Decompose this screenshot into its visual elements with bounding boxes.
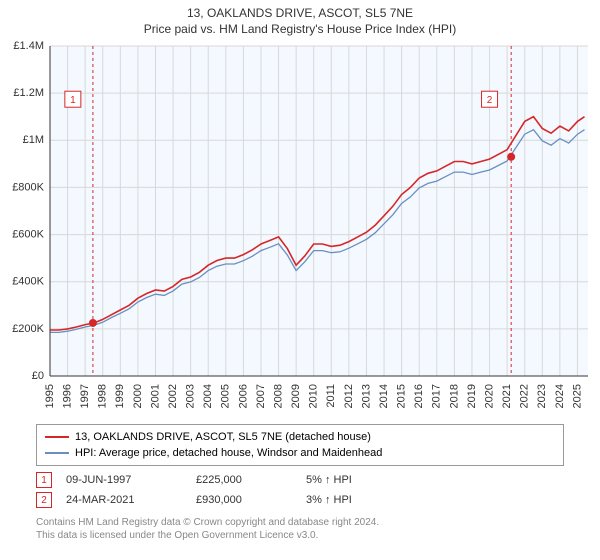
sale-label-2: 2 [487,95,493,106]
sale-hpi-delta: 3% ↑ HPI [306,494,416,506]
sale-marker-badge: 1 [36,472,52,488]
sale-row: 1 09-JUN-1997£225,0005% ↑ HPI [36,470,564,490]
sales-table: 1 09-JUN-1997£225,0005% ↑ HPI 2 24-MAR-2021… [36,470,564,510]
ytick-label: £400K [12,276,44,288]
legend-label: HPI: Average price, detached house, Wind… [75,445,382,461]
xtick-label: 2002 [167,384,179,408]
xtick-label: 2011 [325,384,337,408]
xtick-label: 1998 [97,384,109,408]
sale-label-1: 1 [70,95,76,106]
xtick-label: 1999 [114,384,126,408]
sale-hpi-delta: 5% ↑ HPI [306,474,416,486]
xtick-label: 2025 [571,384,583,408]
xtick-label: 2017 [431,384,443,408]
xtick-label: 2018 [448,384,460,408]
ytick-label: £1.4M [13,40,44,52]
xtick-label: 2001 [149,384,161,408]
sale-price: £225,000 [196,474,306,486]
ytick-label: £1M [23,134,44,146]
xtick-label: 2010 [308,384,320,408]
xtick-label: 2007 [255,384,267,408]
xtick-label: 2000 [132,384,144,408]
xtick-label: 2008 [272,384,284,408]
sale-marker-1 [89,319,97,327]
sale-price: £930,000 [196,494,306,506]
ytick-label: £600K [12,228,44,240]
xtick-label: 1995 [44,384,56,408]
ytick-label: £800K [12,181,44,193]
chart-plot: £0 £200K £400K £600K £800K £1M £1.2M £1.4M 1995 1… [0,40,600,420]
attribution-line1: Contains HM Land Registry data © Crown c… [36,516,564,529]
legend-item: 13, OAKLANDS DRIVE, ASCOT, SL5 7NE (deta… [45,429,555,445]
sale-marker-2 [507,153,515,161]
ytick-label: £0 [32,370,44,382]
chart-title: 13, OAKLANDS DRIVE, ASCOT, SL5 7NE [0,0,600,20]
legend-item: HPI: Average price, detached house, Wind… [45,445,555,461]
sale-row: 2 24-MAR-2021£930,0003% ↑ HPI [36,490,564,510]
legend-label: 13, OAKLANDS DRIVE, ASCOT, SL5 7NE (deta… [75,429,371,445]
xtick-label: 1996 [61,384,73,408]
xtick-label: 2023 [536,384,548,408]
ytick-label: £1.2M [13,87,44,99]
xtick-label: 2022 [519,384,531,408]
xtick-label: 2019 [466,384,478,408]
legend: 13, OAKLANDS DRIVE, ASCOT, SL5 7NE (deta… [36,424,564,466]
sale-date: 09-JUN-1997 [66,474,196,486]
attribution: Contains HM Land Registry data © Crown c… [36,516,564,542]
xtick-label: 2012 [343,384,355,408]
xtick-label: 2004 [202,384,214,408]
xtick-label: 1997 [79,384,91,408]
chart-container: 13, OAKLANDS DRIVE, ASCOT, SL5 7NE Price… [0,0,600,560]
sale-marker-badge: 2 [36,492,52,508]
xtick-label: 2021 [501,384,513,408]
xtick-label: 2020 [483,384,495,408]
xtick-label: 2005 [220,384,232,408]
attribution-line2: This data is licensed under the Open Gov… [36,529,564,542]
xtick-label: 2024 [554,384,566,408]
xtick-label: 2016 [413,384,425,408]
xtick-label: 2013 [360,384,372,408]
chart-subtitle: Price paid vs. HM Land Registry's House … [0,20,600,40]
xtick-label: 2015 [396,384,408,408]
xtick-label: 2009 [290,384,302,408]
ytick-label: £200K [12,323,44,335]
xtick-label: 2003 [185,384,197,408]
legend-swatch [45,436,69,438]
sale-date: 24-MAR-2021 [66,494,196,506]
legend-swatch [45,452,69,454]
xtick-label: 2006 [237,384,249,408]
xtick-label: 2014 [378,384,390,408]
